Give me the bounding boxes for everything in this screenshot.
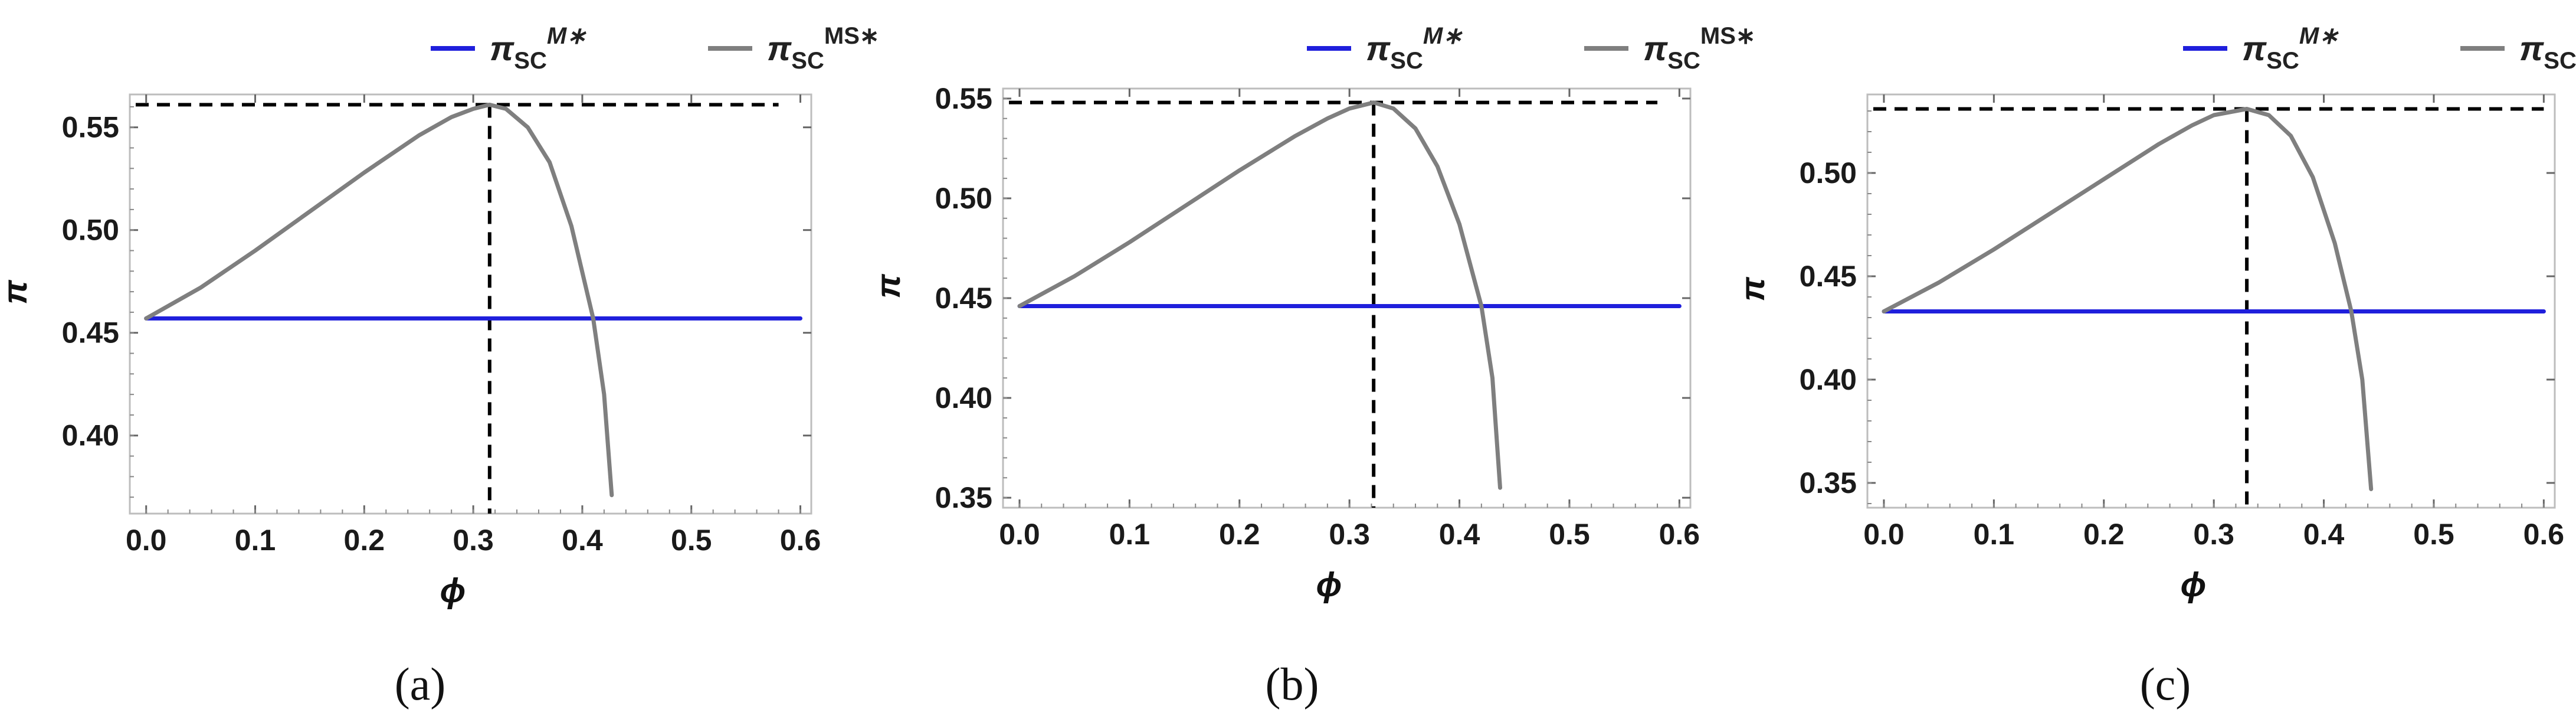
legend-label: πSCM∗ xyxy=(490,23,586,74)
x-tick-label: 0.6 xyxy=(780,524,821,557)
x-tick-label: 0.2 xyxy=(1219,518,1260,551)
legend-entry-m: πSCM∗ xyxy=(431,23,586,74)
x-tick-label: 0.4 xyxy=(562,524,603,557)
legend: πSCM∗ πSCMS∗ xyxy=(431,23,879,74)
x-tick-label: 0.2 xyxy=(344,524,385,557)
y-tick-label: 0.45 xyxy=(62,316,119,349)
chart-panel-b: πSCM∗ πSCMS∗ 0.0 0.1 0.2 0.3 0.4 0.5 0.6 0.35 0.40… xyxy=(869,23,1755,710)
y-tick-label: 0.40 xyxy=(935,381,992,414)
y-axis-label: π xyxy=(1733,277,1772,302)
y-axis-label: π xyxy=(0,280,34,305)
plot-frame xyxy=(1866,93,2556,509)
chart-panel-a: πSCM∗ πSCMS∗ 0.0 0.1 0.2 0.3 0.4 0.5 0.6 0.40 0.45… xyxy=(0,23,879,710)
y-tick-label: 0.40 xyxy=(1800,363,1857,396)
plot-frame xyxy=(129,93,812,515)
x-tick-label: 0.4 xyxy=(1439,518,1480,551)
legend-entry-ms: πSCMS∗ xyxy=(1584,23,1755,74)
panel-label: (b) xyxy=(1266,658,1319,710)
legend-entry-m: πSCM∗ xyxy=(2183,23,2339,74)
x-tick-label: 0.3 xyxy=(2193,518,2234,551)
x-tick-label: 0.6 xyxy=(2523,518,2565,551)
x-tick-label: 0.0 xyxy=(999,518,1040,551)
x-tick-label: 0.3 xyxy=(453,524,494,557)
legend-entry-ms: πSCMS∗ xyxy=(708,23,879,74)
legend-entry-m: πSCM∗ xyxy=(1307,23,1463,74)
y-tick-label: 0.50 xyxy=(1800,156,1857,190)
series-line-ms xyxy=(1017,100,1502,490)
legend-label: πSCM∗ xyxy=(1366,23,1463,74)
legend-label: πSCM∗ xyxy=(2242,23,2339,74)
y-tick-label: 0.50 xyxy=(935,182,992,215)
y-tick-label: 0.50 xyxy=(62,214,119,247)
x-tick-label: 0.5 xyxy=(1549,518,1590,551)
legend-label: πSCMS∗ xyxy=(767,23,879,74)
x-axis-label: ϕ xyxy=(440,571,466,610)
legend-label: πSCMS∗ xyxy=(1643,23,1755,74)
legend: πSCM∗ πSCMS∗ xyxy=(1307,23,1755,74)
x-tick-label: 0.1 xyxy=(235,524,276,557)
y-tick-label: 0.45 xyxy=(1800,260,1857,293)
plot-frame xyxy=(1002,87,1692,509)
x-tick-label: 0.0 xyxy=(126,524,167,557)
x-tick-label: 0.1 xyxy=(1974,518,2015,551)
y-tick-label: 0.40 xyxy=(62,419,119,452)
y-tick-label: 0.55 xyxy=(62,111,119,144)
x-tick-label: 0.6 xyxy=(1659,518,1700,551)
x-axis-label: ϕ xyxy=(2181,566,2207,604)
panel-label: (a) xyxy=(395,658,446,710)
y-tick-label: 0.45 xyxy=(935,282,992,315)
y-axis-label: π xyxy=(869,274,907,299)
chart-panel-c: πSCM∗ πSCMS∗ 0.0 0.1 0.2 0.3 0.4 0.5 0.6 0.35 0.40… xyxy=(1733,23,2576,710)
x-tick-label: 0.5 xyxy=(2413,518,2454,551)
legend-entry-ms: πSCMS∗ xyxy=(2460,23,2576,74)
legend: πSCM∗ πSCMS∗ xyxy=(2183,23,2576,74)
legend-label: πSCMS∗ xyxy=(2519,23,2576,74)
panel-label: (c) xyxy=(2140,658,2191,710)
series-line-ms xyxy=(1882,107,2374,491)
y-tick-label: 0.35 xyxy=(935,481,992,514)
x-tick-label: 0.4 xyxy=(2303,518,2345,551)
x-axis-label: ϕ xyxy=(1316,566,1342,604)
x-tick-label: 0.1 xyxy=(1109,518,1151,551)
series-line-ms xyxy=(144,102,614,498)
x-tick-label: 0.3 xyxy=(1329,518,1370,551)
x-tick-label: 0.5 xyxy=(671,524,712,557)
x-tick-label: 0.0 xyxy=(1863,518,1905,551)
y-tick-label: 0.35 xyxy=(1800,466,1857,499)
y-tick-label: 0.55 xyxy=(935,82,992,115)
x-tick-label: 0.2 xyxy=(2083,518,2125,551)
